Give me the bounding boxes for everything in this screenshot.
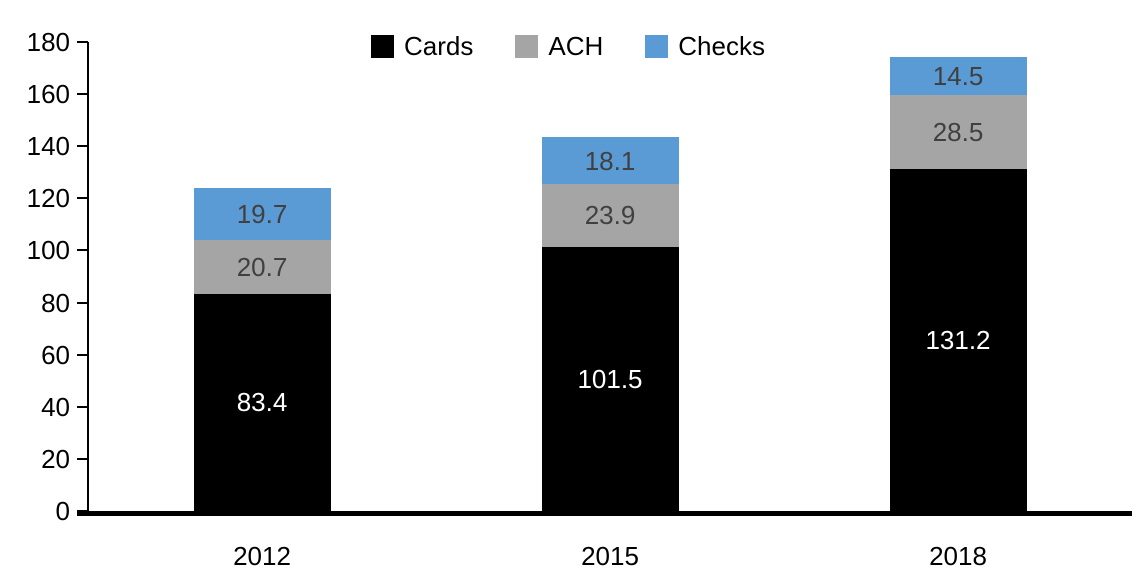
y-axis-tick [77,301,88,304]
y-axis-tick [77,510,88,512]
y-axis-tick-label: 80 [41,287,70,318]
bar-value-label: 83.4 [236,387,288,418]
bar-segment-ach-2018: 28.5 [889,94,1027,170]
bar-value-label: 20.7 [236,251,288,282]
cards-legend-swatch-icon [371,34,395,58]
bar-value-label: 14.5 [932,60,984,91]
x-axis-line [77,511,1132,516]
y-axis-tick [77,145,88,148]
y-axis-tick-label: 120 [26,183,70,214]
bar-segment-checks-2018: 14.5 [889,57,1027,95]
bar-segment-cards-2015: 101.5 [541,246,679,511]
legend-label-cards: Cards [404,31,474,61]
y-axis-tick [77,93,88,96]
bar-value-label: 23.9 [584,200,636,231]
y-axis-tick-label: 60 [41,339,70,370]
bar-value-label: 28.5 [932,117,984,148]
bar-segment-ach-2012: 20.7 [193,239,331,294]
y-axis-tick [77,197,88,200]
ach-legend-swatch-icon [515,34,539,58]
bar-segment-cards-2018: 131.2 [889,169,1027,511]
x-axis-label-2015: 2015 [581,541,639,571]
legend-item-cards: Cards [371,33,473,59]
bar-segment-cards-2012: 83.4 [193,293,331,511]
bar-segment-checks-2012: 19.7 [193,188,331,240]
y-axis-tick-label: 180 [26,27,70,57]
y-axis-tick-label: 40 [41,391,70,422]
y-axis-tick-label: 140 [26,131,70,162]
bar-value-label: 131.2 [925,325,991,356]
y-axis-tick [77,457,88,460]
y-axis-tick-label: 20 [41,443,70,474]
chart-legend: Cards ACH Checks [0,33,1136,59]
bar-value-label: 18.1 [584,145,636,176]
legend-label-checks: Checks [678,31,765,61]
y-axis-line [87,42,89,513]
legend-label-ach: ACH [548,31,604,61]
x-axis-label-2012: 2012 [233,541,291,571]
checks-legend-swatch-icon [645,34,669,58]
y-axis-tick-label: 160 [26,79,70,110]
y-axis-tick-label: 100 [26,235,70,266]
y-axis-tick [77,41,88,43]
y-axis-tick [77,249,88,252]
bar-segment-checks-2015: 18.1 [541,137,679,185]
bar-value-label: 101.5 [577,363,643,394]
bar-value-label: 19.7 [236,199,288,230]
y-axis-tick [77,405,88,408]
legend-item-checks: Checks [645,33,765,59]
bar-segment-ach-2015: 23.9 [541,184,679,247]
y-axis-tick [77,353,88,356]
legend-item-ach: ACH [515,33,603,59]
y-axis-tick-label: 0 [55,496,70,526]
x-axis-label-2018: 2018 [929,541,987,571]
